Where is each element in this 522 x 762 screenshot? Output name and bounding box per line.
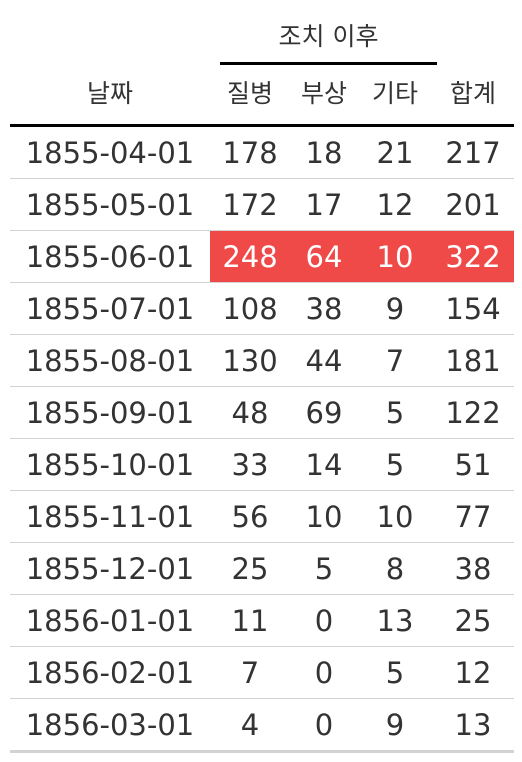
cell-date: 1855-11-01	[10, 490, 210, 543]
cell-total: 322	[432, 230, 514, 283]
cell-total: 38	[432, 542, 514, 595]
cell-wounds: 0	[290, 594, 358, 647]
cell-wounds: 38	[290, 282, 358, 335]
cell-other: 21	[358, 125, 432, 179]
cell-illness: 7	[210, 646, 290, 699]
table-row: 1855-06-01 248 64 10 322	[10, 230, 514, 283]
cell-illness: 4	[210, 698, 290, 753]
table-row: 1856-03-01 4 0 9 13	[10, 698, 514, 753]
table-row: 1855-10-01 33 14 5 51	[10, 438, 514, 491]
cell-wounds: 18	[290, 125, 358, 179]
cell-total: 217	[432, 125, 514, 179]
header-row: 날짜 질병 부상 기타 합계	[10, 60, 514, 127]
spanner-label: 조치 이후	[278, 22, 379, 51]
cell-date: 1855-09-01	[10, 386, 210, 439]
cell-illness: 33	[210, 438, 290, 491]
data-table-container: 조치 이후 날짜 질병 부상 기타 합계 1855-04-01 178 18 21 21…	[10, 0, 514, 753]
cell-wounds: 44	[290, 334, 358, 387]
cell-other: 9	[358, 698, 432, 753]
spanner-rule	[220, 62, 437, 65]
table-row: 1855-07-01 108 38 9 154	[10, 282, 514, 335]
cell-other: 5	[358, 646, 432, 699]
cell-other: 9	[358, 282, 432, 335]
cell-illness: 25	[210, 542, 290, 595]
column-header-other: 기타	[358, 60, 432, 127]
table-row: 1855-12-01 25 5 8 38	[10, 542, 514, 595]
cell-wounds: 10	[290, 490, 358, 543]
table-row: 1855-05-01 172 17 12 201	[10, 178, 514, 231]
cell-illness: 56	[210, 490, 290, 543]
cell-date: 1856-01-01	[10, 594, 210, 647]
cell-other: 10	[358, 230, 432, 283]
data-table: 날짜 질병 부상 기타 합계 1855-04-01 178 18 21 217 1855-…	[10, 60, 514, 753]
column-header-date: 날짜	[10, 60, 210, 127]
cell-wounds: 69	[290, 386, 358, 439]
cell-total: 181	[432, 334, 514, 387]
cell-date: 1855-06-01	[10, 230, 210, 283]
cell-wounds: 0	[290, 646, 358, 699]
cell-illness: 11	[210, 594, 290, 647]
column-header-total: 합계	[432, 60, 514, 127]
column-spanner: 조치 이후	[10, 0, 514, 65]
table-row: 1856-01-01 11 0 13 25	[10, 594, 514, 647]
cell-illness: 48	[210, 386, 290, 439]
cell-date: 1855-10-01	[10, 438, 210, 491]
cell-total: 77	[432, 490, 514, 543]
column-header-wounds: 부상	[290, 60, 358, 127]
cell-date: 1855-08-01	[10, 334, 210, 387]
cell-illness: 130	[210, 334, 290, 387]
cell-date: 1855-04-01	[10, 125, 210, 179]
cell-illness: 248	[210, 230, 290, 283]
cell-total: 13	[432, 698, 514, 753]
cell-date: 1856-03-01	[10, 698, 210, 753]
table-row: 1855-09-01 48 69 5 122	[10, 386, 514, 439]
cell-total: 51	[432, 438, 514, 491]
cell-wounds: 64	[290, 230, 358, 283]
cell-wounds: 17	[290, 178, 358, 231]
table-body: 1855-04-01 178 18 21 217 1855-05-01 172 17 12 201…	[10, 125, 514, 753]
cell-wounds: 14	[290, 438, 358, 491]
cell-total: 201	[432, 178, 514, 231]
cell-other: 13	[358, 594, 432, 647]
cell-illness: 108	[210, 282, 290, 335]
table-row: 1855-11-01 56 10 10 77	[10, 490, 514, 543]
column-header-illness: 질병	[210, 60, 290, 127]
cell-other: 12	[358, 178, 432, 231]
cell-wounds: 0	[290, 698, 358, 753]
cell-other: 5	[358, 386, 432, 439]
cell-other: 8	[358, 542, 432, 595]
cell-total: 122	[432, 386, 514, 439]
cell-other: 7	[358, 334, 432, 387]
cell-total: 25	[432, 594, 514, 647]
table-row: 1855-04-01 178 18 21 217	[10, 125, 514, 179]
cell-date: 1855-05-01	[10, 178, 210, 231]
cell-illness: 172	[210, 178, 290, 231]
cell-date: 1856-02-01	[10, 646, 210, 699]
cell-other: 10	[358, 490, 432, 543]
table-row: 1856-02-01 7 0 5 12	[10, 646, 514, 699]
cell-wounds: 5	[290, 542, 358, 595]
table-row: 1855-08-01 130 44 7 181	[10, 334, 514, 387]
cell-total: 154	[432, 282, 514, 335]
cell-total: 12	[432, 646, 514, 699]
table-header: 날짜 질병 부상 기타 합계	[10, 60, 514, 127]
cell-other: 5	[358, 438, 432, 491]
cell-date: 1855-12-01	[10, 542, 210, 595]
cell-date: 1855-07-01	[10, 282, 210, 335]
cell-illness: 178	[210, 125, 290, 179]
